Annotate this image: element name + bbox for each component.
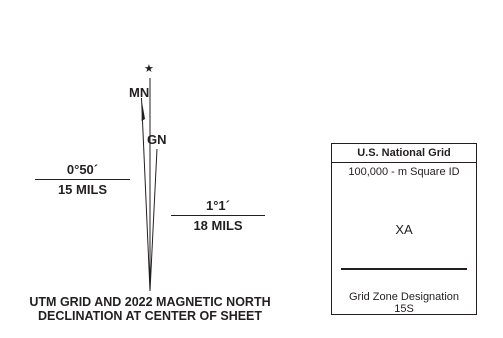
square-id-value: XA: [395, 222, 413, 237]
caption-line-1: UTM GRID AND 2022 MAGNETIC NORTH: [29, 295, 271, 309]
grid-declination-rule: [171, 215, 265, 216]
magnetic-declination-label: 0°50´ 15 MILS: [35, 162, 130, 197]
magnetic-declination-mils: 15 MILS: [57, 182, 108, 197]
gzd-value: 15S: [394, 303, 414, 315]
magnetic-north-line: [141, 97, 151, 292]
usng-box: U.S. National Grid 100,000 - m Square ID…: [331, 143, 477, 315]
usng-title: U.S. National Grid: [332, 144, 476, 163]
grid-declination-label: 1°1´ 18 MILS: [171, 198, 265, 233]
caption-line-2: DECLINATION AT CENTER OF SHEET: [37, 309, 263, 323]
declination-caption: UTM GRID AND 2022 MAGNETIC NORTH DECLINA…: [0, 295, 300, 323]
grid-declination-degrees: 1°1´: [206, 198, 230, 213]
square-id-label: 100,000 - m Square ID: [348, 166, 460, 178]
magnetic-north-label: MN: [129, 85, 150, 100]
grid-north-line: [149, 148, 158, 292]
gzd-label: Grid Zone Designation: [348, 291, 460, 303]
usng-divider: [341, 268, 467, 270]
magnetic-north-arrowhead: [141, 103, 145, 121]
grid-declination-mils: 18 MILS: [193, 218, 243, 233]
magnetic-declination-rule: [35, 179, 130, 180]
magnetic-declination-degrees: 0°50´: [66, 162, 99, 177]
grid-zone-designation: Grid Zone Designation 15S: [332, 291, 476, 315]
true-north-star: ★: [144, 63, 154, 75]
grid-north-label: GN: [147, 132, 167, 147]
